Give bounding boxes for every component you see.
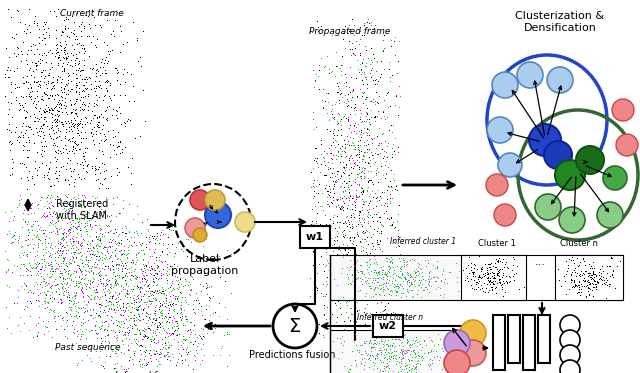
Text: Past sequence: Past sequence bbox=[55, 344, 120, 352]
Circle shape bbox=[190, 190, 210, 210]
Bar bbox=[555, 255, 623, 300]
Circle shape bbox=[273, 304, 317, 348]
Text: Inferred frame: Inferred frame bbox=[115, 370, 180, 373]
Circle shape bbox=[185, 218, 205, 238]
Circle shape bbox=[560, 360, 580, 373]
Text: w2: w2 bbox=[379, 321, 397, 331]
Circle shape bbox=[517, 62, 543, 88]
Circle shape bbox=[498, 153, 522, 177]
Circle shape bbox=[603, 166, 627, 190]
Circle shape bbox=[529, 124, 561, 156]
Circle shape bbox=[444, 330, 470, 356]
Circle shape bbox=[576, 146, 604, 174]
Bar bbox=[330, 330, 465, 373]
Circle shape bbox=[597, 202, 623, 228]
Text: Inferred cluster n: Inferred cluster n bbox=[357, 313, 423, 323]
Circle shape bbox=[492, 72, 518, 98]
Text: $\Sigma$: $\Sigma$ bbox=[289, 317, 301, 335]
Text: Current frame: Current frame bbox=[60, 9, 124, 19]
Circle shape bbox=[555, 160, 585, 190]
Circle shape bbox=[547, 67, 573, 93]
Text: Cluster n: Cluster n bbox=[560, 238, 598, 248]
Circle shape bbox=[486, 174, 508, 196]
Circle shape bbox=[193, 228, 207, 242]
Bar bbox=[523, 315, 535, 370]
Circle shape bbox=[460, 340, 486, 366]
Text: Inferred cluster 1: Inferred cluster 1 bbox=[390, 238, 456, 247]
Circle shape bbox=[205, 202, 231, 228]
Bar bbox=[508, 315, 520, 363]
Bar bbox=[373, 315, 403, 337]
Circle shape bbox=[487, 117, 513, 143]
Circle shape bbox=[235, 212, 255, 232]
Text: Label
propagation: Label propagation bbox=[172, 254, 239, 276]
Bar bbox=[461, 255, 526, 300]
Circle shape bbox=[544, 141, 572, 169]
Circle shape bbox=[535, 194, 561, 220]
Bar bbox=[538, 315, 550, 363]
Text: w1: w1 bbox=[306, 232, 324, 242]
Circle shape bbox=[560, 345, 580, 365]
Circle shape bbox=[560, 330, 580, 350]
Bar bbox=[300, 226, 330, 248]
Text: ...: ... bbox=[534, 257, 545, 267]
Bar bbox=[493, 315, 505, 370]
Bar bbox=[330, 255, 465, 300]
Circle shape bbox=[444, 350, 470, 373]
Circle shape bbox=[460, 320, 486, 346]
Circle shape bbox=[494, 204, 516, 226]
Circle shape bbox=[612, 99, 634, 121]
Text: Predictions fusion: Predictions fusion bbox=[249, 350, 335, 360]
Circle shape bbox=[560, 315, 580, 335]
Text: Propagated frame: Propagated frame bbox=[309, 28, 390, 37]
Circle shape bbox=[616, 134, 638, 156]
Text: Cluster 1: Cluster 1 bbox=[478, 238, 516, 248]
Text: Registered
with SLAM: Registered with SLAM bbox=[56, 199, 108, 221]
Circle shape bbox=[559, 207, 585, 233]
Text: Clusterization &
Densification: Clusterization & Densification bbox=[515, 11, 605, 33]
Circle shape bbox=[205, 190, 225, 210]
